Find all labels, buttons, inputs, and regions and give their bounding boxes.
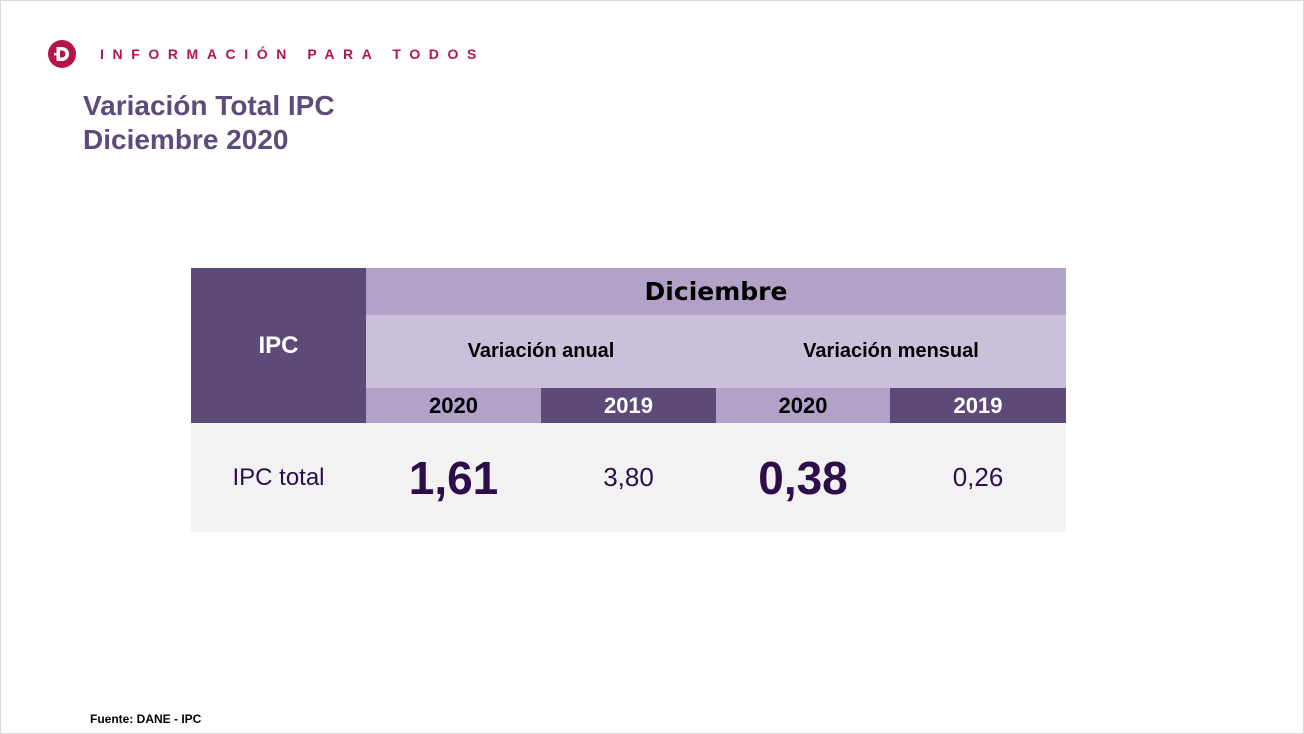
value-mensual-2019: 0,26: [952, 462, 1004, 492]
dane-d-logo-icon: [48, 40, 76, 68]
year-header-mensual-2019: 2019: [890, 388, 1066, 423]
page-title: Variación Total IPC Diciembre 2020: [83, 89, 335, 157]
sub-header-variacion-anual: Variación anual: [366, 315, 716, 388]
table-row: [191, 423, 1066, 532]
year-header-anual-2019: 2019: [541, 388, 716, 423]
title-line-1: Variación Total IPC: [83, 90, 335, 121]
year-header-mensual-2020: 2020: [716, 388, 890, 423]
tagline: INFORMACIÓN PARA TODOS: [100, 46, 485, 62]
value-anual-2020: 1,61: [408, 451, 499, 504]
sub-header-variacion-mensual: Variación mensual: [716, 315, 1066, 388]
title-line-2: Diciembre 2020: [83, 124, 289, 155]
row-label-ipc-total: IPC total: [232, 463, 325, 491]
value-mensual-2020: 0,38: [758, 451, 848, 504]
ipc-table: IPC Diciembre Variación anual Variación …: [191, 268, 1066, 532]
row-header-ipc: IPC: [191, 268, 366, 423]
header-brand: INFORMACIÓN PARA TODOS: [48, 40, 485, 68]
group-header-diciembre: Diciembre: [366, 268, 1066, 315]
source-note: Fuente: DANE - IPC: [90, 712, 202, 726]
year-header-anual-2020: 2020: [366, 388, 541, 423]
value-anual-2019: 3,80: [603, 462, 654, 492]
